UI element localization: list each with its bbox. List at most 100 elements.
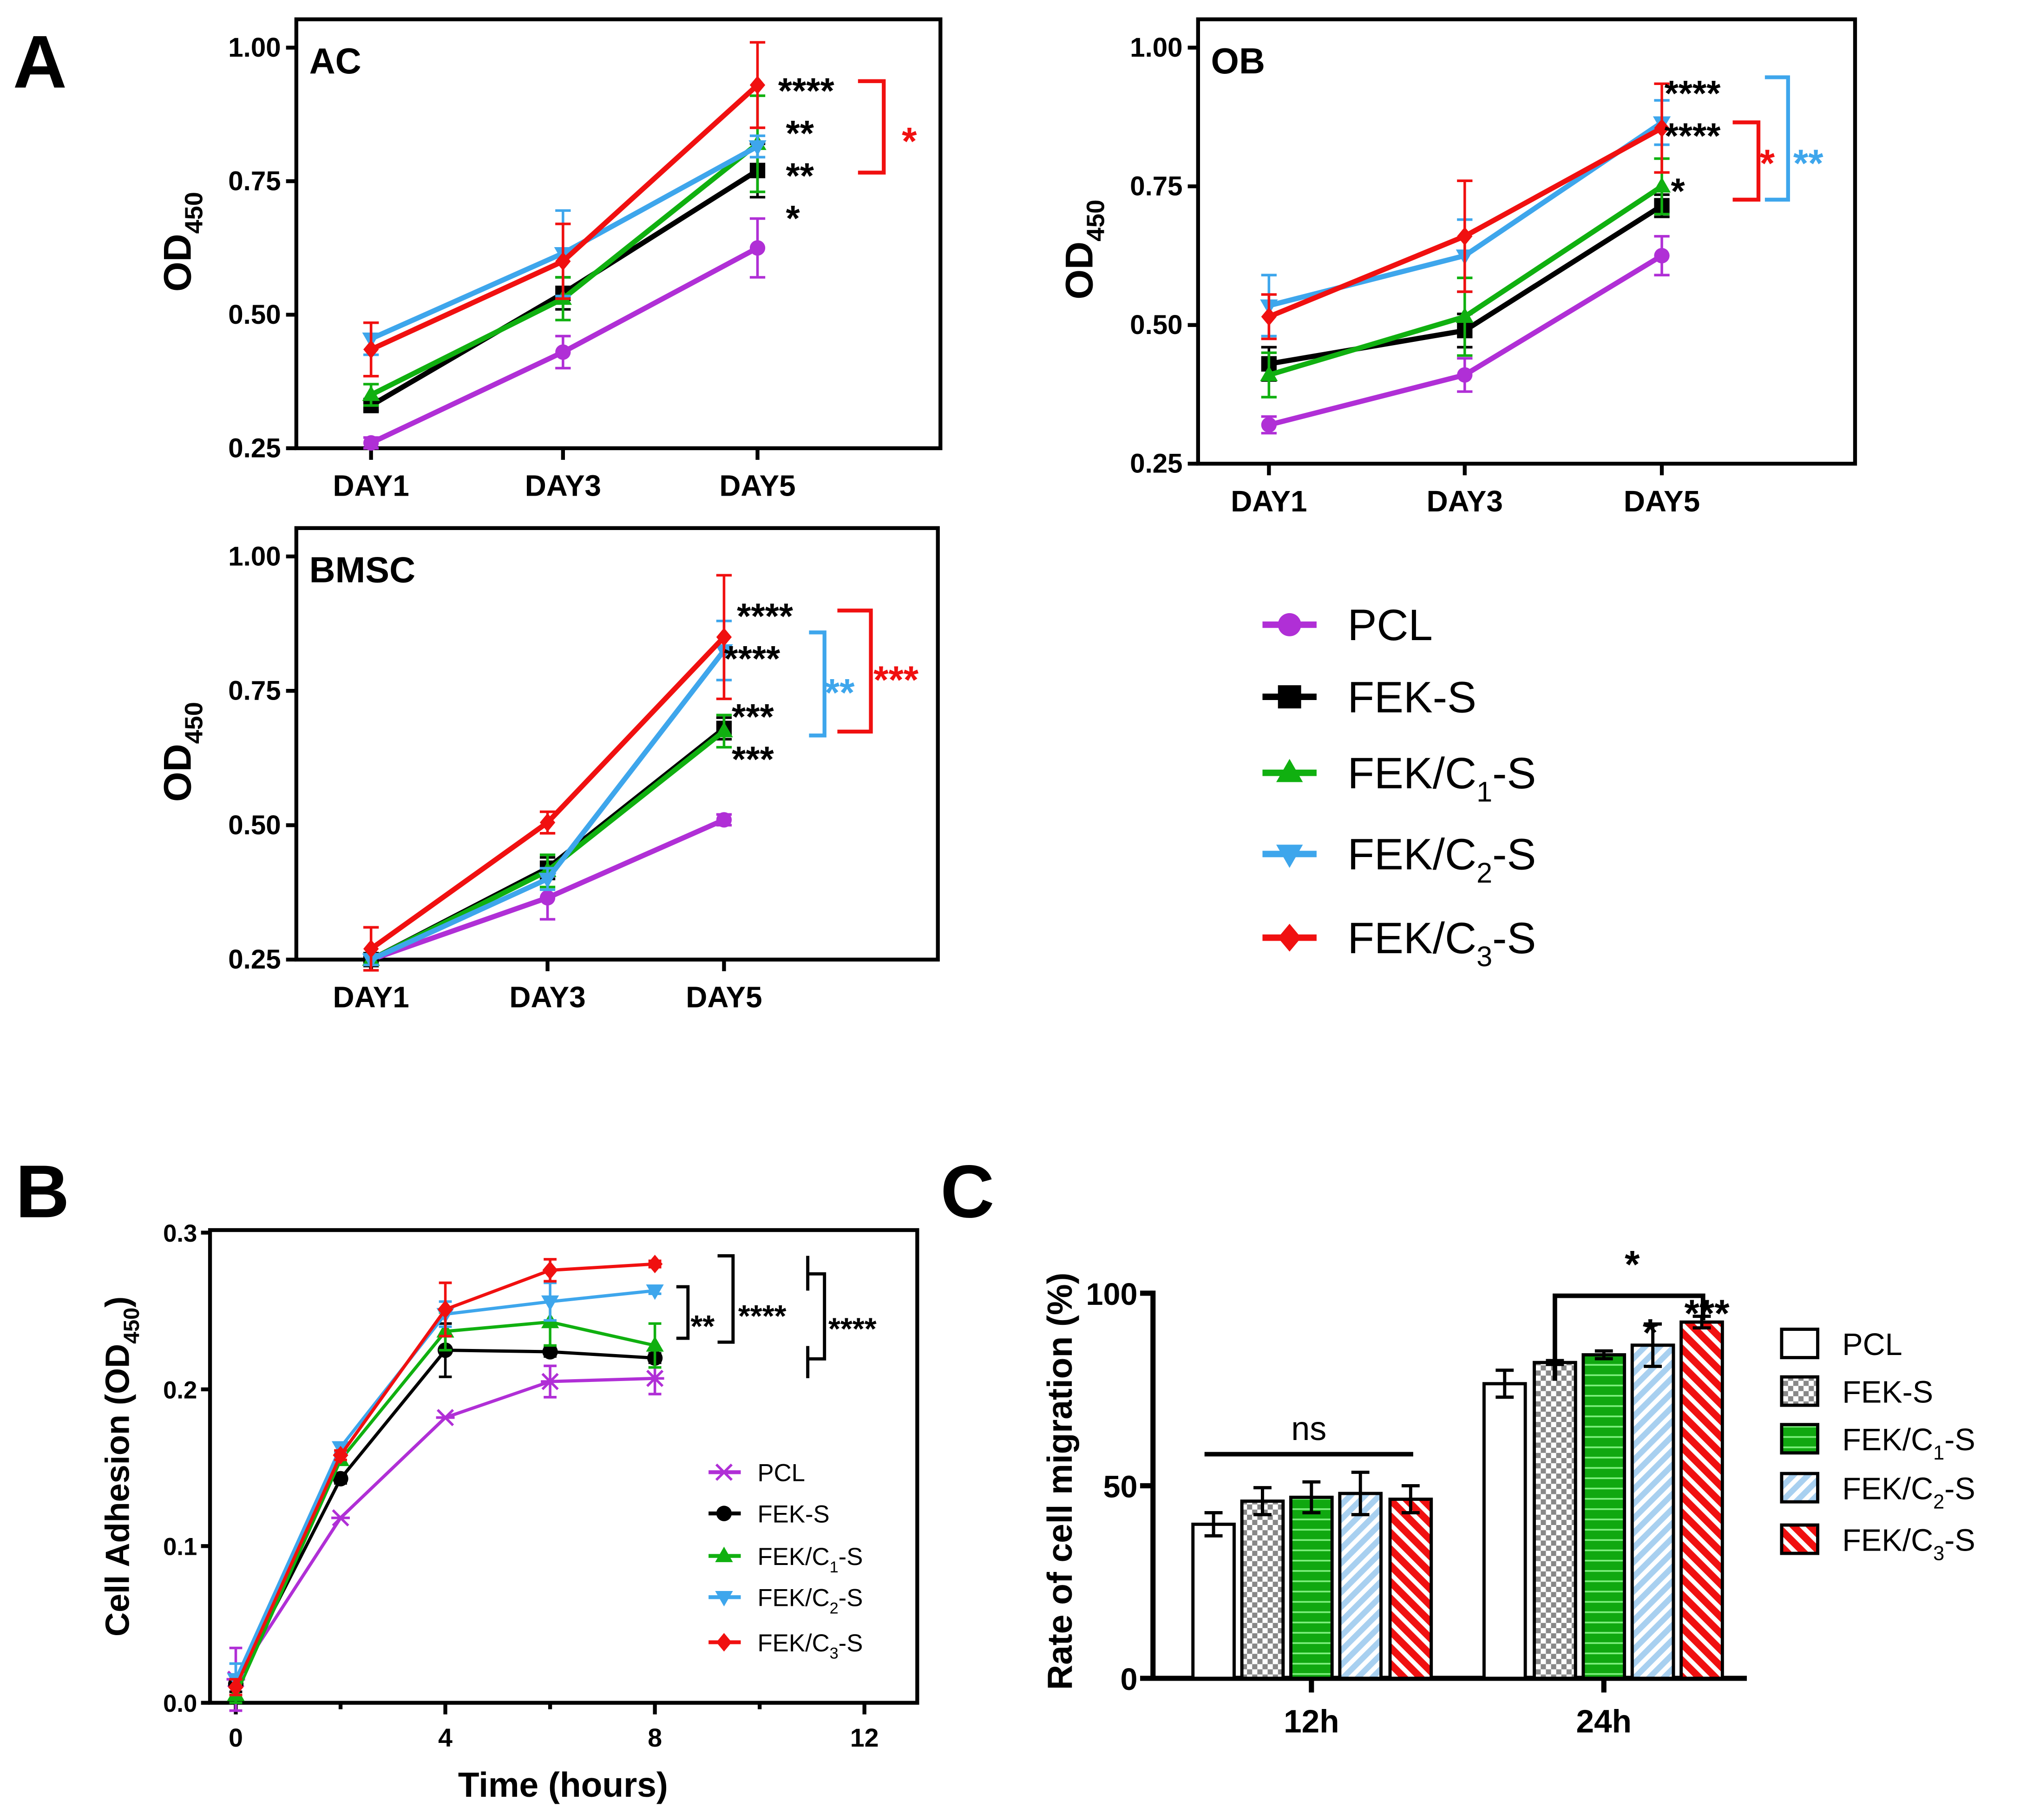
y-tick-label: 1.00	[228, 541, 281, 571]
x-tick-label: 12h	[1284, 1703, 1339, 1739]
legend-item: FEK/C2-S	[708, 1584, 863, 1617]
significance: *	[1671, 171, 1685, 211]
significance: ****	[724, 639, 780, 679]
legend-label: FEK/C2-S	[758, 1584, 863, 1617]
legend-label: FEK-S	[1842, 1375, 1933, 1410]
data-point	[646, 1336, 664, 1352]
significance: **	[690, 1309, 715, 1344]
significance: **	[786, 113, 814, 153]
legend-item: PCL	[1780, 1328, 1902, 1362]
x-tick-label: DAY3	[525, 469, 601, 503]
bar-fek-c3-s	[1679, 1320, 1724, 1680]
triangle-down-marker-icon	[715, 1591, 733, 1607]
x-axis-label: Time (hours)	[458, 1765, 668, 1804]
chart-title: AC	[309, 41, 361, 81]
x-tick-label: DAY5	[719, 469, 795, 503]
significance-bracket	[676, 1285, 690, 1340]
x-tick-label: DAY3	[509, 980, 585, 1014]
legend-label: FEK/C1-S	[1842, 1423, 1975, 1464]
data-point	[1653, 177, 1671, 193]
legend-label: FEK/C1-S	[758, 1543, 863, 1576]
y-tick-label: 0.50	[228, 300, 281, 330]
chart-title: OB	[1211, 41, 1265, 81]
significance: **	[825, 671, 855, 714]
data-point	[363, 435, 379, 451]
legend-label: FEK/C3-S	[758, 1630, 863, 1663]
bar-fek-c2-s	[1630, 1343, 1675, 1680]
data-point	[436, 1409, 455, 1427]
error-bar	[1302, 1480, 1321, 1514]
data-point	[333, 1471, 348, 1486]
legend-item: FEK-S	[1262, 673, 1476, 721]
significance-bracket	[809, 630, 826, 738]
legend-item: FEK-S	[1780, 1375, 1933, 1410]
significance: ns	[1291, 1410, 1326, 1447]
data-point	[555, 252, 571, 271]
data-point	[363, 340, 379, 359]
series-line	[234, 1376, 655, 1680]
legend-swatch	[1780, 1375, 1820, 1407]
chart-title: BMSC	[309, 550, 416, 590]
series-pcl	[226, 1361, 664, 1712]
y-tick-label: 100	[1086, 1277, 1137, 1312]
bar-fek-c1-s	[1289, 1495, 1334, 1680]
x-tick-label: 8	[648, 1723, 662, 1752]
legend-item: PCL	[1262, 601, 1433, 649]
series-line	[234, 1349, 655, 1685]
data-point	[715, 721, 733, 738]
significance-bracket	[837, 609, 873, 734]
significance: *	[902, 120, 917, 163]
y-tick-label: 50	[1103, 1470, 1137, 1504]
y-tick-label: 0.75	[228, 166, 281, 196]
data-point	[331, 1509, 350, 1527]
bar-fek-s	[1533, 1361, 1577, 1680]
error-bar	[1644, 1322, 1662, 1368]
data-point	[228, 1677, 244, 1696]
significance: **	[786, 156, 814, 196]
significance: ****	[738, 1299, 787, 1334]
significance-bracket	[858, 79, 886, 175]
data-point	[1456, 307, 1474, 323]
series-fek-c3-s	[363, 41, 766, 378]
error-bar	[1253, 1486, 1272, 1517]
data-point	[748, 140, 767, 156]
series-pcl	[363, 217, 766, 451]
chart-cell-adhesion: 0.0 0.1 0.2 0.3 0 4 8 12 Time (hours) Cell Adhesi…	[99, 1220, 919, 1804]
circle-marker-icon	[716, 1506, 732, 1521]
x-tick-label: DAY1	[333, 469, 409, 503]
significance: ****	[1665, 116, 1721, 156]
y-axis-label: OD450	[1057, 200, 1109, 300]
legend-label: FEK/C1-S	[1347, 749, 1536, 807]
plot-frame	[208, 1228, 919, 1705]
legend-item: FEK/C3-S	[1780, 1523, 1975, 1565]
y-tick-label: 0.50	[228, 810, 281, 840]
data-point	[749, 76, 766, 95]
significance: ****	[737, 596, 794, 636]
series-fek-c2-s	[362, 134, 767, 356]
y-tick-label: 0.1	[163, 1533, 197, 1561]
legend-label: FEK-S	[758, 1500, 830, 1528]
error-bar	[1495, 1368, 1514, 1399]
error-bar	[1594, 1349, 1613, 1361]
data-point	[437, 1300, 453, 1319]
legend-label: FEK/C3-S	[1347, 914, 1536, 972]
significance-bracket	[1553, 1293, 1705, 1381]
y-axis-label: Rate of cell migration (%)	[1040, 1273, 1079, 1690]
data-point	[646, 1284, 664, 1300]
significance: *	[786, 198, 800, 238]
y-tick-label: 0.2	[163, 1376, 197, 1404]
legend-item: FEK/C3-S	[708, 1630, 863, 1663]
triangle-up-marker-icon	[1276, 759, 1303, 782]
legend-item: FEK/C1-S	[708, 1543, 863, 1576]
data-point	[749, 240, 766, 256]
x-tick-label: 24h	[1576, 1703, 1632, 1739]
bar-fek-c3-s	[1388, 1498, 1433, 1680]
y-axis-label: Cell Adhesion (OD450)	[99, 1296, 144, 1637]
data-point	[1261, 307, 1277, 326]
bar-fek-c1-s	[1581, 1353, 1626, 1680]
significance: ****	[778, 71, 835, 111]
y-tick-label: 0.25	[228, 944, 281, 975]
significance: *	[1643, 1311, 1658, 1355]
